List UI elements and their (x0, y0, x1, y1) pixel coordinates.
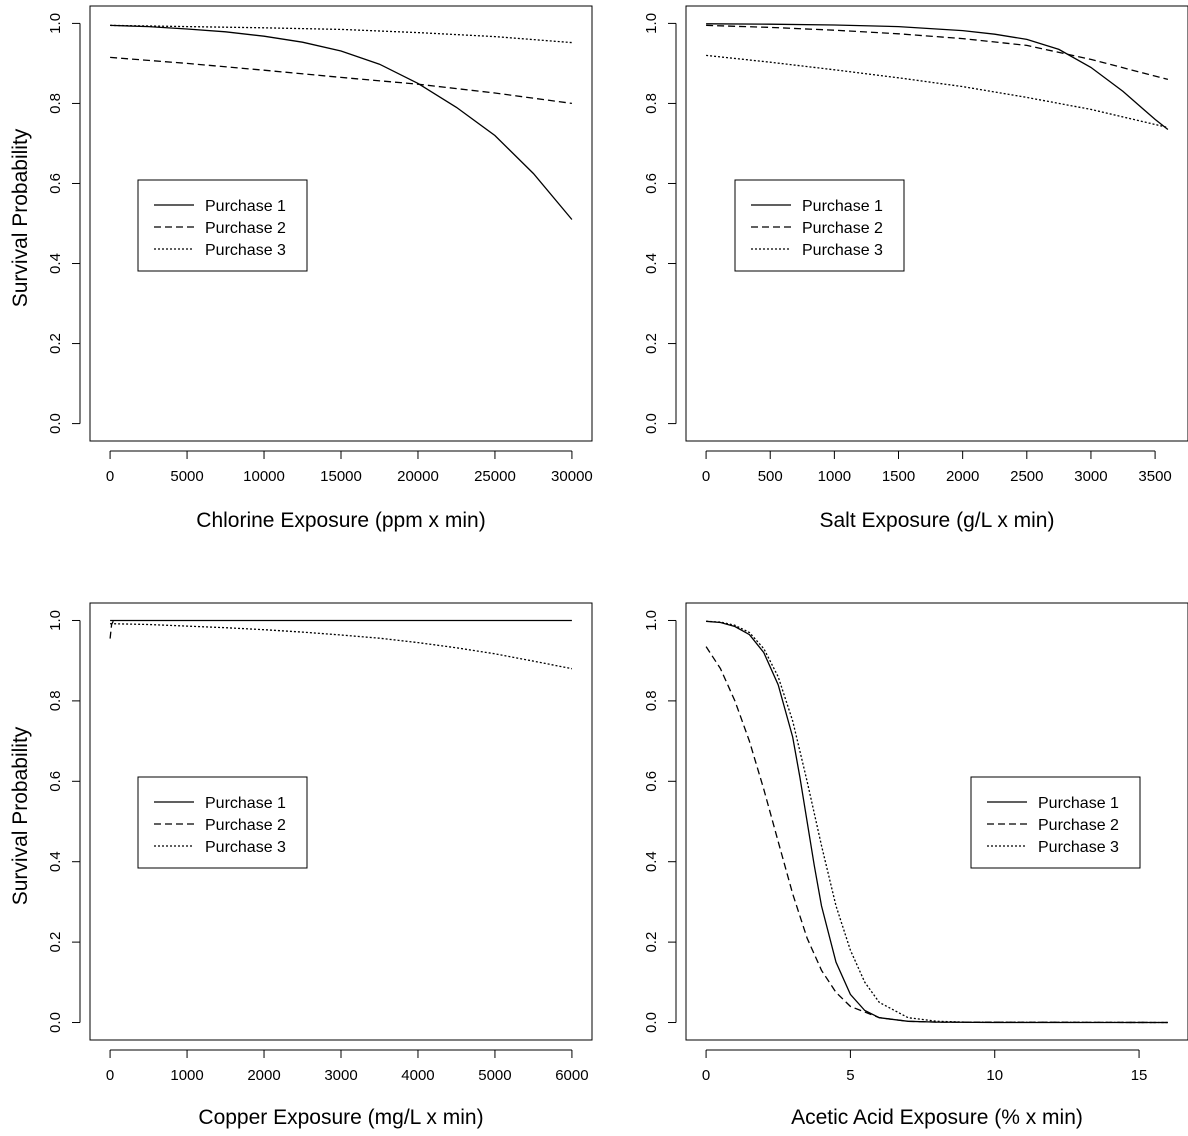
x-tick-label: 10000 (243, 468, 285, 485)
series-line-purchase-3 (110, 24, 572, 44)
y-tick-label: 0.8 (47, 93, 64, 114)
legend-box (734, 179, 905, 272)
y-tick-label: 0.0 (47, 413, 64, 434)
x-tick-label: 10 (986, 1067, 1003, 1084)
x-tick-label: 0 (702, 468, 710, 485)
legend-label: Purchase 3 (1038, 839, 1119, 856)
series-line-purchase-3 (706, 620, 1168, 1024)
y-tick-label: 1.0 (643, 610, 660, 631)
series-line-purchase-2 (109, 619, 116, 639)
series-line-purchase-3 (110, 623, 573, 670)
x-tick-label: 2000 (247, 1067, 280, 1084)
y-tick-label: 0.2 (643, 932, 660, 953)
x-axis-title: Copper Exposure (mg/L x min) (198, 1106, 483, 1129)
legend-box (137, 776, 308, 869)
y-tick-label: 0.8 (643, 93, 660, 114)
legend: Purchase 1 Purchase 2 Purchase 3 (137, 179, 308, 272)
y-tick-label: 0.8 (643, 690, 660, 711)
x-tick-label: 5 (846, 1067, 854, 1084)
x-tick-label: 0 (106, 1067, 114, 1084)
x-tick-label: 30000 (551, 468, 593, 485)
legend: Purchase 1 Purchase 2 Purchase 3 (137, 776, 308, 869)
x-tick-label: 4000 (401, 1067, 434, 1084)
plot-frame (685, 602, 1188, 1041)
legend: Purchase 1 Purchase 2 Purchase 3 (734, 179, 905, 272)
legend-label: Purchase 3 (802, 242, 883, 259)
y-tick-label: 0.4 (47, 851, 64, 872)
y-tick-label: 0.2 (47, 932, 64, 953)
series-line-purchase-2 (705, 646, 1168, 1024)
y-tick-label: 0.4 (643, 851, 660, 872)
plot-frame (89, 5, 593, 442)
x-tick-label: 0 (702, 1067, 710, 1084)
y-tick-label: 0.6 (643, 173, 660, 194)
x-tick-label: 15 (1131, 1067, 1148, 1084)
x-tick-label: 25000 (474, 468, 516, 485)
series-line-purchase-3 (706, 54, 1169, 129)
legend-label: Purchase 1 (802, 198, 883, 215)
legend-box (137, 179, 308, 272)
x-tick-label: 3000 (324, 1067, 357, 1084)
legend-label: Purchase 1 (1038, 795, 1119, 812)
x-tick-label: 1500 (882, 468, 915, 485)
legend-label: Purchase 1 (205, 795, 286, 812)
x-tick-label: 3500 (1138, 468, 1171, 485)
x-tick-label: 5000 (170, 468, 203, 485)
legend-label: Purchase 1 (205, 198, 286, 215)
y-tick-label: 1.0 (47, 610, 64, 631)
panel-4: 0 5 10 15 0.0 0.2 0.4 0.6 0.8 1.0 Acetic Acid Expo… (643, 602, 1188, 1129)
panel-1: 0 5000 10000 15000 20000 25000 30000 0.0 0.2 0.4 0… (47, 5, 593, 532)
y-tick-label: 0.0 (47, 1012, 64, 1033)
legend-box (970, 776, 1141, 869)
legend-label: Purchase 2 (205, 220, 286, 237)
y-tick-label: 0.6 (643, 771, 660, 792)
x-tick-label: 6000 (555, 1067, 588, 1084)
y-tick-label: 0.0 (643, 1012, 660, 1033)
x-tick-label: 2000 (946, 468, 979, 485)
series-line-purchase-1 (706, 23, 1169, 131)
legend-label: Purchase 2 (1038, 817, 1119, 834)
x-tick-label: 20000 (397, 468, 439, 485)
x-tick-label: 15000 (320, 468, 362, 485)
y-tick-label: 0.0 (643, 413, 660, 434)
plot-frame (685, 5, 1188, 442)
y-tick-label: 0.8 (47, 690, 64, 711)
y-tick-label: 1.0 (47, 13, 64, 34)
y-tick-label: 0.4 (643, 253, 660, 274)
x-tick-label: 3000 (1074, 468, 1107, 485)
x-axis-title: Acetic Acid Exposure (% x min) (791, 1106, 1083, 1129)
plot-frame (89, 602, 593, 1041)
y-tick-label: 0.6 (47, 771, 64, 792)
x-tick-label: 1000 (818, 468, 851, 485)
x-tick-label: 0 (106, 468, 114, 485)
y-axis-title-top-left: Survival Probability (9, 128, 32, 307)
y-tick-label: 1.0 (643, 13, 660, 34)
panel-3: 0 1000 2000 3000 4000 5000 6000 0.0 0.2 0.4 0.6 0.8… (47, 602, 593, 1129)
y-tick-label: 0.4 (47, 253, 64, 274)
x-tick-label: 1000 (170, 1067, 203, 1084)
x-axis-title: Salt Exposure (g/L x min) (820, 509, 1055, 532)
legend-label: Purchase 2 (802, 220, 883, 237)
x-tick-label: 5000 (478, 1067, 511, 1084)
legend-label: Purchase 3 (205, 242, 286, 259)
x-tick-label: 2500 (1010, 468, 1043, 485)
y-tick-label: 0.2 (643, 333, 660, 354)
y-tick-label: 0.6 (47, 173, 64, 194)
series-line-purchase-2 (706, 24, 1169, 81)
series-line-purchase-1 (110, 24, 573, 220)
panel-2: 0 500 1000 1500 2000 2500 3000 3500 0.0 0.2 0.4 0.6… (643, 5, 1188, 532)
legend: Purchase 1 Purchase 2 Purchase 3 (970, 776, 1141, 869)
series-line-purchase-2 (110, 56, 572, 105)
legend-label: Purchase 2 (205, 817, 286, 834)
x-tick-label: 500 (758, 468, 783, 485)
y-tick-label: 0.2 (47, 333, 64, 354)
chart-panels: 0 5000 10000 15000 20000 25000 300000.00.20.40… (47, 5, 1188, 1129)
legend-label: Purchase 3 (205, 839, 286, 856)
x-axis-title: Chlorine Exposure (ppm x min) (196, 509, 485, 532)
y-axis-title-bottom-left: Survival Probability (9, 726, 32, 905)
